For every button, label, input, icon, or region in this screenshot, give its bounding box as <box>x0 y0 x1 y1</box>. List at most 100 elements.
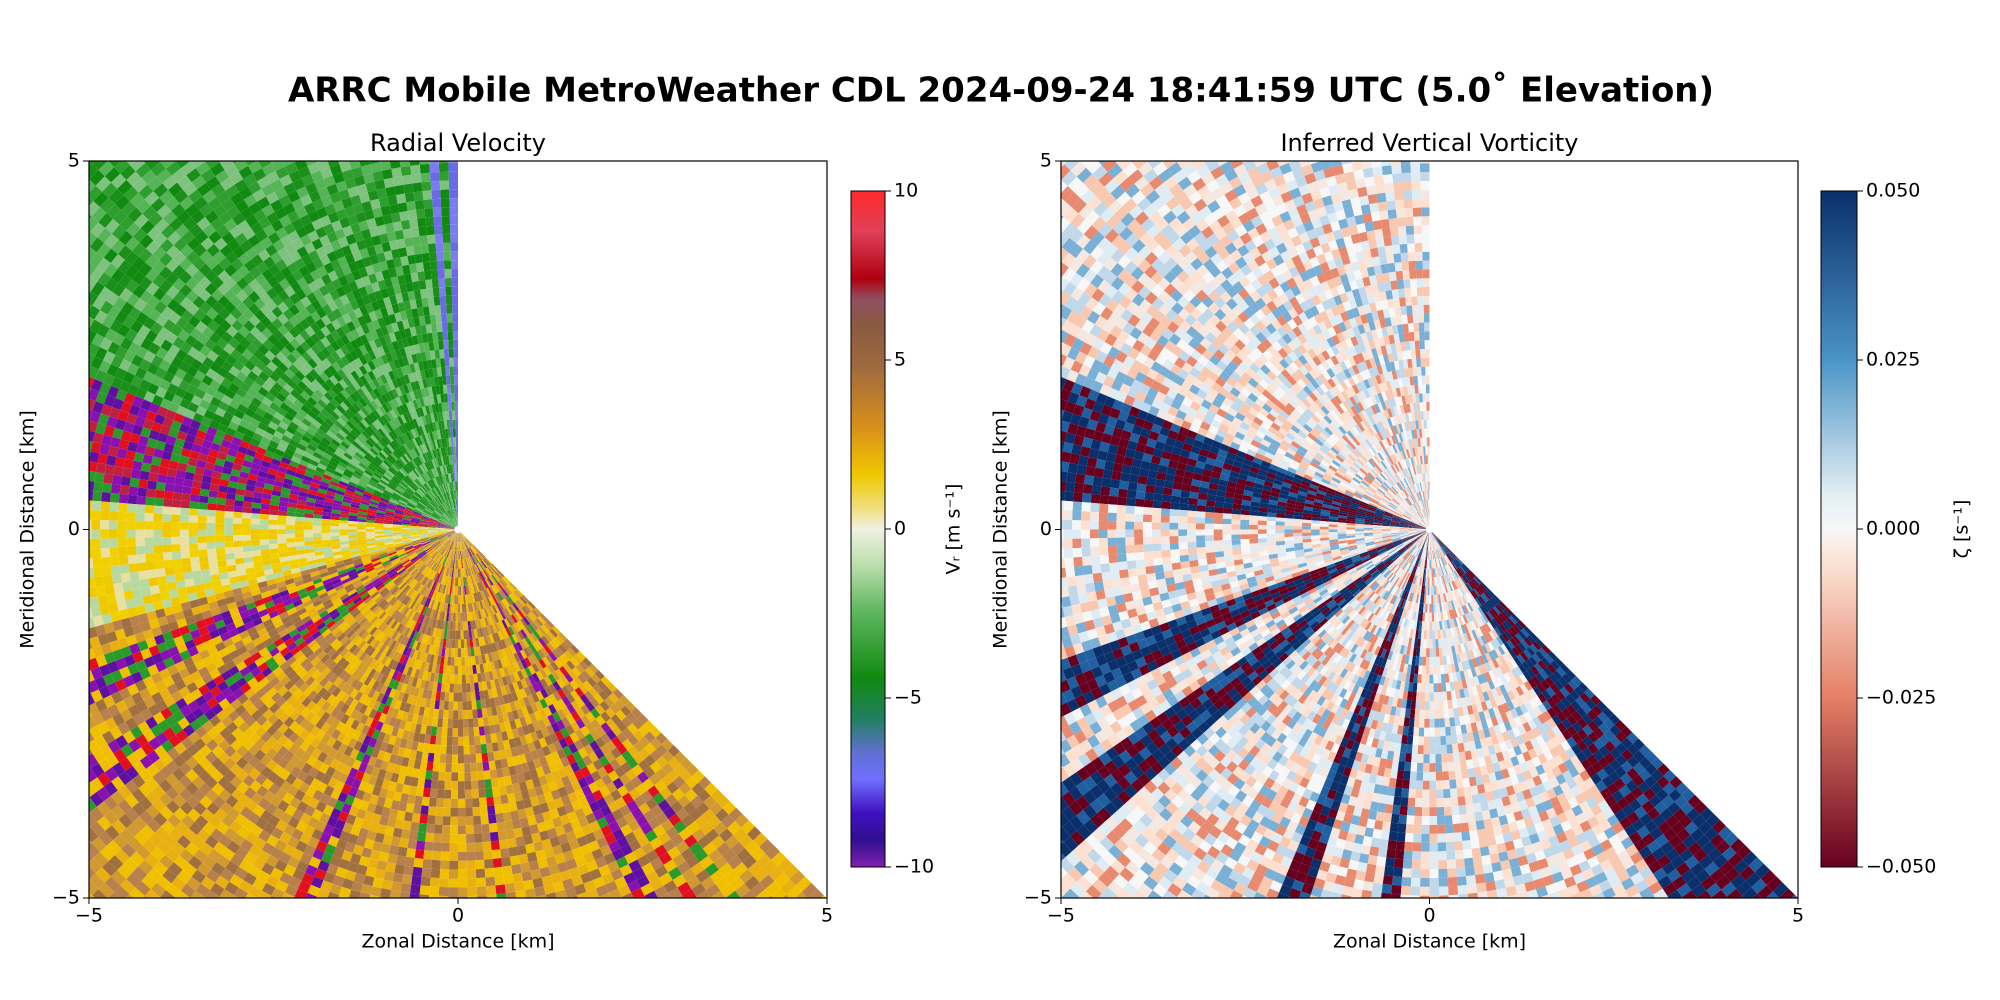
field-cell <box>40 573 50 585</box>
field-cell <box>436 486 442 495</box>
field-cell <box>443 260 452 270</box>
field-cell <box>70 205 85 221</box>
field-cell <box>445 286 452 296</box>
field-cell <box>449 464 453 474</box>
field-cell <box>456 508 458 517</box>
field-cell <box>101 492 111 503</box>
field-cell <box>439 349 445 359</box>
field-cell <box>266 171 280 184</box>
field-cell <box>421 406 428 416</box>
field-cell <box>0 354 8 369</box>
field-cell <box>228 41 244 55</box>
field-cell <box>76 428 87 440</box>
field-cell <box>450 437 454 447</box>
field-cell <box>0 601 10 614</box>
field-cell <box>323 223 335 235</box>
field-cell <box>293 161 297 163</box>
field-cell <box>385 305 395 316</box>
field-cell <box>16 349 29 364</box>
field-cell <box>355 211 367 223</box>
field-cell <box>63 331 76 345</box>
field-cell <box>311 142 324 154</box>
field-cell <box>407 290 416 301</box>
field-cell <box>0 760 11 776</box>
field-cell <box>429 431 435 441</box>
field-cell <box>434 225 443 235</box>
field-cell <box>65 183 81 199</box>
field-cell <box>171 499 182 508</box>
field-cell <box>34 193 50 209</box>
field-cell <box>315 226 327 239</box>
field-cell <box>406 336 414 347</box>
field-cell <box>383 296 392 307</box>
field-cell <box>72 405 84 418</box>
field-cell <box>419 163 430 174</box>
field-cell <box>428 450 434 460</box>
field-cell <box>130 580 141 590</box>
field-cell <box>62 667 74 680</box>
field-cell <box>70 359 83 373</box>
field-cell <box>393 257 402 268</box>
field-cell <box>284 162 298 175</box>
field-cell <box>248 52 264 66</box>
field-cell <box>403 5 417 15</box>
field-cell <box>361 1 376 12</box>
field-cell <box>123 458 134 470</box>
field-cell <box>382 344 390 355</box>
field-cell <box>0 457 8 470</box>
field-cell <box>399 375 407 386</box>
field-cell <box>189 508 199 516</box>
field-cell <box>17 215 32 232</box>
field-cell <box>456 463 458 473</box>
field-cell <box>449 189 458 199</box>
field-cell <box>185 125 200 139</box>
field-cell <box>446 455 450 465</box>
field-cell <box>347 186 359 198</box>
field-cell <box>55 400 67 413</box>
field-cell <box>42 662 54 676</box>
field-cell <box>144 529 154 538</box>
field-cell <box>379 307 389 318</box>
field-cell <box>136 554 147 564</box>
field-cell <box>369 45 383 56</box>
field-cell <box>146 488 156 498</box>
field-cell <box>273 109 287 122</box>
field-cell <box>100 529 109 539</box>
field-cell <box>135 521 145 530</box>
field-cell <box>452 322 458 331</box>
field-cell <box>452 508 456 518</box>
field-cell <box>442 483 446 493</box>
field-cell <box>447 446 451 456</box>
field-cell <box>380 354 389 365</box>
field-cell <box>440 198 450 208</box>
field-cell <box>48 282 62 297</box>
field-cell <box>383 52 397 63</box>
field-cell <box>432 30 445 39</box>
field-cell <box>216 128 231 142</box>
field-cell <box>392 221 403 232</box>
field-cell <box>149 118 165 133</box>
field-cell <box>380 325 389 336</box>
field-cell <box>47 649 59 662</box>
field-cell <box>0 541 3 553</box>
field-cell <box>154 125 170 140</box>
field-cell <box>433 216 442 226</box>
field-cell <box>327 161 340 168</box>
field-cell <box>444 473 448 483</box>
field-cell <box>348 529 357 533</box>
field-cell <box>452 472 455 482</box>
field-cell <box>321 525 331 530</box>
field-cell <box>58 302 72 317</box>
field-cell <box>346 58 360 69</box>
field-cell <box>89 500 93 511</box>
field-cell <box>202 105 217 119</box>
field-cell <box>315 246 327 258</box>
field-cell <box>108 529 118 539</box>
field-cell <box>21 707 34 722</box>
field-cell <box>269 101 284 114</box>
field-cell <box>262 84 277 97</box>
field-cell <box>434 439 439 449</box>
field-cell <box>41 628 52 641</box>
field-cell <box>455 517 458 526</box>
field-cell <box>405 309 413 320</box>
